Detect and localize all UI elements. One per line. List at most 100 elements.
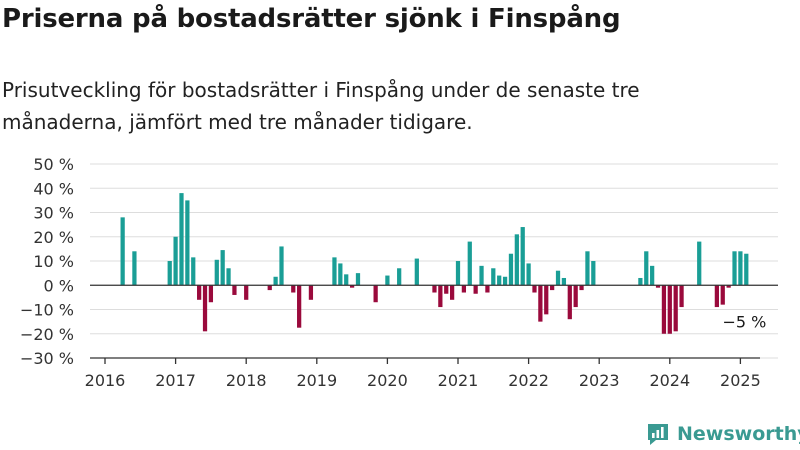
- bar: [473, 285, 478, 294]
- bar: [338, 263, 343, 286]
- bar: [561, 277, 567, 286]
- bar: [502, 276, 508, 286]
- bar: [208, 285, 214, 303]
- bar: [467, 241, 472, 286]
- bar: [438, 285, 443, 308]
- bar: [349, 285, 355, 288]
- brand-logo: Newsworthy: [645, 420, 800, 448]
- bar: [491, 268, 496, 286]
- bar: [332, 257, 337, 286]
- bar: [232, 285, 237, 295]
- bar: [567, 285, 572, 320]
- bar: [132, 251, 137, 286]
- bar: [667, 285, 672, 334]
- bar: [373, 285, 378, 303]
- y-tick-label: −20 %: [20, 325, 74, 344]
- bar: [214, 259, 219, 286]
- y-axis-ticks: −30 % −20 % −10 % 0 % 10 % 20 % 30 % 40 % 50 %: [20, 155, 74, 368]
- bar: [720, 285, 725, 305]
- bar: [573, 285, 578, 308]
- bar: [585, 251, 590, 286]
- bar: [244, 285, 249, 300]
- bar: [650, 265, 655, 286]
- bar: [191, 257, 196, 286]
- bar-chart: −30 % −20 % −10 % 0 % 10 % 20 % 30 % 40 % 50 % 2…: [20, 155, 778, 390]
- bar: [202, 285, 208, 332]
- x-tick-label: 2023: [579, 371, 620, 390]
- bar: [514, 234, 519, 286]
- bar: [444, 285, 449, 294]
- bar: [355, 273, 361, 286]
- newsworthy-logo-icon: [648, 424, 668, 445]
- bar: [185, 200, 190, 286]
- bar: [697, 241, 702, 286]
- bar: [450, 285, 455, 300]
- bar: [532, 285, 537, 293]
- brand-name: Newsworthy: [677, 423, 800, 445]
- x-tick-label: 2017: [155, 371, 196, 390]
- bar: [432, 285, 437, 293]
- bar: [397, 268, 402, 286]
- bar: [679, 285, 684, 308]
- y-tick-label: 0 %: [44, 276, 74, 295]
- bar: [385, 275, 390, 286]
- y-tick-label: −10 %: [20, 301, 74, 320]
- bar: [455, 261, 461, 286]
- bar: [497, 275, 502, 286]
- bar: [267, 285, 272, 291]
- bar: [738, 251, 743, 286]
- bar: [550, 285, 555, 291]
- bar: [726, 285, 731, 288]
- bar: [579, 285, 584, 291]
- bar: [167, 261, 172, 286]
- chart-subtitle: Prisutveckling för bostadsrätter i Finsp…: [2, 78, 640, 134]
- bar: [638, 277, 643, 286]
- bar: [197, 285, 202, 300]
- y-tick-label: 10 %: [33, 252, 74, 271]
- bar: [520, 227, 525, 286]
- y-tick-label: 40 %: [33, 179, 74, 198]
- bar: [414, 258, 419, 286]
- bar: [526, 263, 531, 286]
- x-axis: 2016 2017 2018 2019 2020 2021 2022 2023 2024 2025: [85, 357, 761, 390]
- bar: [544, 285, 549, 315]
- x-tick-label: 2025: [720, 371, 761, 390]
- bar: [173, 236, 178, 286]
- bar: [714, 285, 719, 308]
- bar: [744, 253, 749, 286]
- bar: [226, 268, 231, 286]
- x-tick-label: 2019: [296, 371, 337, 390]
- y-tick-label: 50 %: [33, 155, 74, 174]
- bar: [732, 251, 737, 286]
- bar: [179, 193, 184, 286]
- x-tick-label: 2018: [226, 371, 267, 390]
- bar: [120, 217, 125, 286]
- x-tick-label: 2020: [367, 371, 408, 390]
- x-tick-label: 2022: [508, 371, 549, 390]
- bar: [661, 285, 667, 334]
- annotations: −5 %: [722, 312, 766, 331]
- y-tick-label: 30 %: [33, 204, 74, 223]
- bar: [297, 285, 302, 328]
- last-value-label: −5 %: [722, 312, 766, 331]
- bar: [273, 276, 278, 286]
- bar: [461, 285, 467, 293]
- x-tick-label: 2016: [85, 371, 126, 390]
- bar: [508, 253, 514, 286]
- bar: [279, 246, 284, 286]
- bars: [120, 193, 749, 334]
- x-tick-label: 2021: [438, 371, 479, 390]
- bar: [655, 285, 661, 288]
- bar: [220, 250, 225, 286]
- bar: [673, 285, 678, 332]
- bar: [555, 270, 561, 286]
- bar: [485, 285, 490, 293]
- bar: [291, 285, 296, 293]
- bar: [308, 285, 314, 300]
- bar: [538, 285, 543, 322]
- bar: [644, 251, 649, 286]
- bar: [479, 265, 484, 286]
- bar: [591, 261, 596, 286]
- chart-title: Priserna på bostadsrätter sjönk i Finspå…: [2, 4, 621, 34]
- y-tick-label: −30 %: [20, 349, 74, 368]
